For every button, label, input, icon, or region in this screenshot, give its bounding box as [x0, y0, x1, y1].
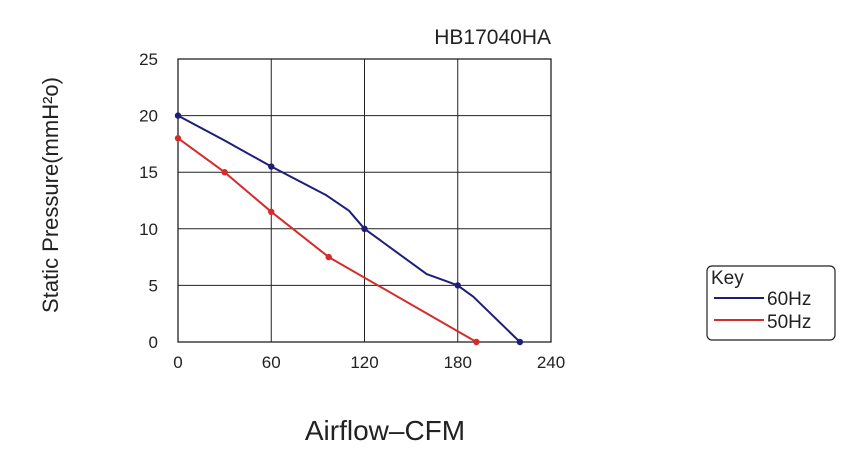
chart-title: HB17040HA	[434, 26, 551, 49]
y-tick-label: 25	[139, 50, 158, 69]
x-tick-label: 240	[537, 353, 565, 372]
legend-box	[706, 265, 836, 341]
series-line-50hz	[177, 137, 477, 343]
y-tick-label: 0	[149, 333, 158, 352]
y-tick-label: 5	[149, 276, 158, 295]
data-point-50hz	[268, 208, 275, 216]
data-point-50hz	[221, 169, 228, 176]
data-point-50hz	[325, 253, 332, 261]
y-tick-label: 20	[139, 107, 158, 126]
legend-label-50hz: 50Hz	[767, 312, 811, 333]
grid-lines	[177, 58, 552, 343]
x-tick-label: 180	[444, 353, 472, 372]
legend: Key 60Hz 50Hz	[706, 265, 836, 341]
series-line-60hz	[177, 114, 521, 343]
y-tick-labels: 0 5 10 15 20 25	[139, 50, 158, 352]
data-point-50hz	[473, 338, 480, 346]
plot-frame	[177, 58, 552, 343]
x-axis-label: Airflow–CFM	[305, 415, 465, 446]
data-point-60hz	[361, 225, 368, 232]
legend-title: Key	[711, 268, 744, 289]
data-point-60hz	[174, 112, 182, 119]
y-tick-label: 10	[139, 220, 158, 239]
data-point-50hz	[174, 135, 182, 142]
data-point-60hz	[516, 338, 524, 346]
y-tick-label: 15	[139, 163, 158, 182]
x-tick-label: 60	[262, 353, 281, 372]
x-tick-label: 120	[350, 353, 378, 372]
x-tick-labels: 0 60 120 180 240	[173, 353, 565, 372]
x-tick-label: 0	[173, 353, 182, 372]
data-point-60hz	[454, 282, 461, 289]
series-lines	[174, 112, 524, 346]
legend-label-60hz: 60Hz	[767, 289, 811, 310]
data-point-60hz	[268, 163, 275, 170]
y-axis-label: Static Pressure(mmH²o)	[38, 77, 63, 313]
